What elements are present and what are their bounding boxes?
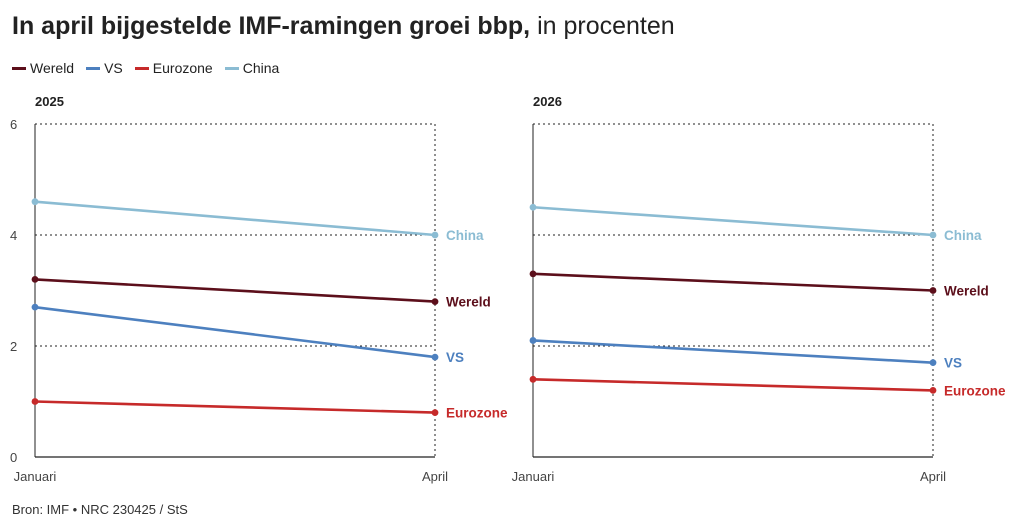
data-point-2025-china-1 <box>431 231 439 239</box>
legend-item-vs: VS <box>86 60 123 76</box>
data-point-2026-wereld-0 <box>529 270 537 278</box>
chart-title-bold: In april bijgestelde IMF-ramingen groei … <box>12 12 531 40</box>
data-point-2025-china-0 <box>31 198 39 206</box>
data-point-2025-eurozone-0 <box>31 398 39 405</box>
data-point-2025-wereld-1 <box>431 298 439 305</box>
series-line-2026-china <box>532 205 934 237</box>
panel-title-2026: 2026 <box>533 94 562 109</box>
legend-item-wereld: Wereld <box>12 60 74 76</box>
data-point-2026-china-1 <box>929 231 937 239</box>
series-line-2025-wereld <box>34 278 436 303</box>
series-line-2026-eurozone <box>532 378 934 392</box>
data-point-2026-china-0 <box>529 203 537 211</box>
chart-title-light: in procenten <box>537 12 675 40</box>
x-tick-label-2026-januari: Januari <box>512 469 555 484</box>
source-note: Bron: IMF • NRC 230425 / StS <box>12 502 188 517</box>
x-tick-label-2025-januari: Januari <box>14 469 57 484</box>
legend-swatch-wereld <box>12 66 26 70</box>
y-tick-label-2: 2 <box>10 339 17 354</box>
series-line-2026-wereld <box>532 272 934 292</box>
data-point-2025-eurozone-1 <box>431 409 439 416</box>
data-point-2026-eurozone-1 <box>929 387 937 394</box>
data-point-2026-vs-1 <box>929 359 937 367</box>
legend-swatch-china <box>224 66 239 70</box>
legend-item-china: China <box>224 60 280 76</box>
legend-item-eurozone: Eurozone <box>134 60 213 76</box>
series-label-2026-wereld: Wereld <box>944 284 989 299</box>
y-tick-label-6: 6 <box>10 117 17 132</box>
y-tick-label-0: 0 <box>10 450 17 465</box>
series-label-2025-vs: VS <box>446 350 464 365</box>
legend-swatch-vs <box>86 66 101 70</box>
panel-title-2025: 2025 <box>35 94 64 109</box>
series-label-2025-eurozone: Eurozone <box>446 406 508 421</box>
legend: Wereld VS Eurozone China <box>12 60 279 76</box>
data-point-2025-vs-0 <box>31 303 39 311</box>
series-label-2026-vs: VS <box>944 356 962 371</box>
series-line-2025-china <box>34 200 436 237</box>
legend-label-eurozone: Eurozone <box>152 60 213 76</box>
legend-label-china: China <box>242 60 280 76</box>
data-point-2026-vs-0 <box>529 337 537 344</box>
x-tick-label-2026-april: April <box>920 469 946 484</box>
series-label-2026-china: China <box>944 228 982 243</box>
data-point-2025-wereld-0 <box>31 276 39 283</box>
series-label-2025-wereld: Wereld <box>446 295 491 310</box>
legend-label-wereld: Wereld <box>30 60 75 76</box>
y-tick-label-4: 4 <box>10 228 17 243</box>
series-line-2026-vs <box>532 339 934 364</box>
series-line-2025-eurozone <box>34 400 436 414</box>
data-point-2026-eurozone-0 <box>529 375 537 383</box>
legend-label-vs: VS <box>104 60 123 76</box>
series-line-2025-vs <box>34 305 436 359</box>
legend-swatch-eurozone <box>134 66 149 70</box>
chart-title: In april bijgestelde IMF-ramingen groei … <box>12 12 675 41</box>
data-point-2026-wereld-1 <box>929 287 937 294</box>
series-label-2026-eurozone: Eurozone <box>944 383 1006 398</box>
x-tick-label-2025-april: April <box>422 469 448 484</box>
data-point-2025-vs-1 <box>431 353 439 361</box>
series-label-2025-china: China <box>446 228 484 243</box>
